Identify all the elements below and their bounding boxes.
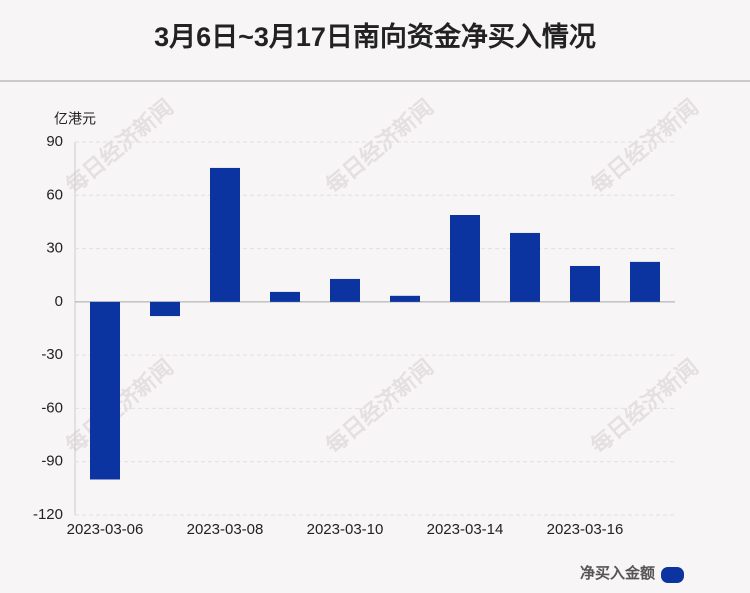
bar — [90, 301, 120, 480]
bar — [570, 265, 600, 302]
y-axis-label: 亿港元 — [54, 111, 96, 127]
y-tick-label: 90 — [46, 133, 63, 150]
y-tick-label: -30 — [41, 346, 63, 363]
x-tick-label: 2023-03-14 — [427, 521, 504, 538]
y-tick-label: 60 — [46, 186, 63, 203]
x-tick-label: 2023-03-08 — [187, 521, 264, 538]
bar — [210, 167, 240, 302]
y-tick-label: -120 — [33, 506, 63, 523]
y-tick-label: -60 — [41, 399, 63, 416]
legend-label: 净买入金额 — [580, 564, 655, 582]
x-tick-label: 2023-03-16 — [547, 521, 624, 538]
bar — [450, 215, 480, 302]
x-tick-label: 2023-03-06 — [67, 521, 144, 538]
y-tick-label: 0 — [55, 293, 63, 310]
x-tick-label: 2023-03-10 — [307, 521, 384, 538]
bar — [510, 232, 540, 302]
bar — [150, 301, 180, 317]
y-tick-label: -90 — [41, 453, 63, 470]
bar — [390, 295, 420, 302]
bar — [630, 261, 660, 302]
bar — [330, 278, 360, 302]
y-tick-label: 30 — [46, 240, 63, 257]
legend-swatch — [661, 567, 684, 583]
bar — [270, 291, 300, 302]
chart-title: 3月6日~3月17日南向资金净买入情况 — [154, 21, 596, 52]
